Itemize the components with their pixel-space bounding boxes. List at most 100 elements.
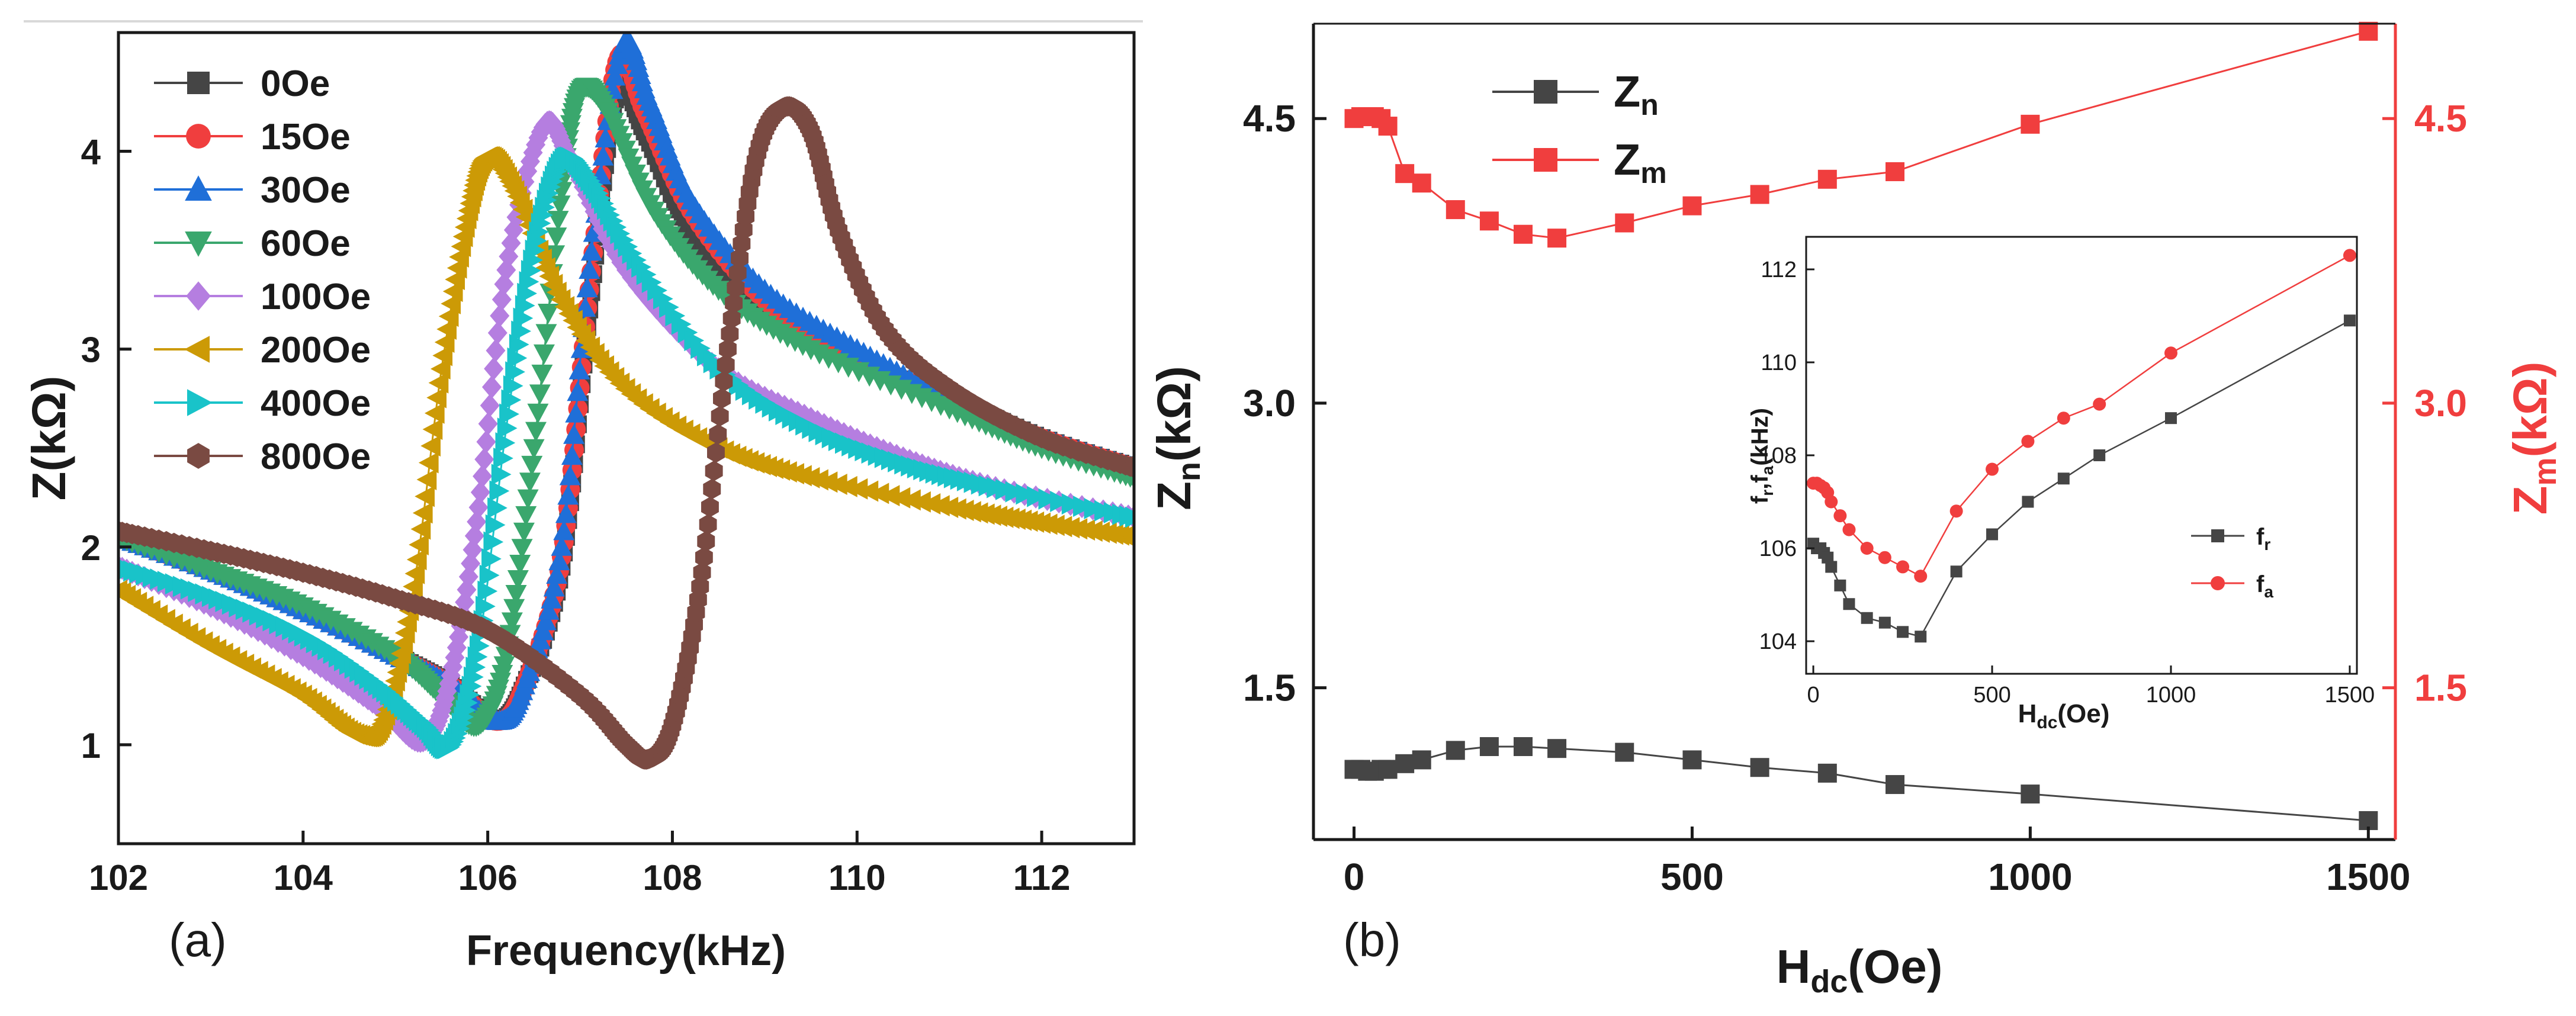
data-point-Zm-16 xyxy=(1886,162,1905,181)
data-point-30Oe-95 xyxy=(543,576,565,597)
data-point-Zn-12 xyxy=(1615,742,1634,762)
legend-label-15Oe: 15Oe xyxy=(261,117,351,157)
data-point-400Oe-218 xyxy=(1073,496,1093,517)
data-point-400Oe-91 xyxy=(483,531,504,553)
data-point-Zn-15 xyxy=(1817,763,1837,783)
panel-b-x-axis-title: Hdc(Oe) xyxy=(1777,940,1943,999)
data-point-60Oe-96 xyxy=(519,472,541,493)
panel-a-label: (a) xyxy=(169,914,227,966)
data-point-100Oe-88 xyxy=(476,430,496,454)
data-point-30Oe-96 xyxy=(546,564,568,584)
data-point-200Oe-191 xyxy=(890,487,911,509)
data-point-800Oe-145 xyxy=(728,262,747,283)
data-point-Zn-16 xyxy=(1886,775,1905,795)
data-point-30Oe-98 xyxy=(551,536,573,556)
data-point-Zn-5 xyxy=(1378,760,1398,779)
inset-legend-fa-marker xyxy=(2211,576,2225,590)
inset-series-fa xyxy=(1807,249,2356,583)
inset-point-fr-18 xyxy=(2343,314,2356,327)
x-tick-label: 102 xyxy=(89,858,148,898)
inset-point-fa-10 xyxy=(1896,560,1910,574)
data-point-200Oe-187 xyxy=(847,478,868,500)
inset-x-tick-label: 1500 xyxy=(2325,683,2375,708)
y-tick-label-left: 1.5 xyxy=(1243,667,1296,709)
y-tick-label-right: 1.5 xyxy=(2414,667,2467,709)
data-point-30Oe-93 xyxy=(538,599,560,620)
data-point-100Oe-82 xyxy=(464,524,484,548)
x-tick-label: 0 xyxy=(1344,856,1365,898)
data-point-200Oe-83 xyxy=(428,372,449,394)
data-point-30Oe-101 xyxy=(557,484,579,505)
data-point-800Oe-127 xyxy=(693,562,711,583)
data-point-200Oe-75 xyxy=(412,502,433,524)
legend-marker-30Oe xyxy=(185,175,212,201)
data-point-Zn-6 xyxy=(1395,754,1415,773)
data-point-800Oe-132 xyxy=(703,478,721,500)
legend-zn-marker xyxy=(1534,80,1557,104)
inset-point-fa-18 xyxy=(2343,249,2356,262)
inset-y-tick-label: 112 xyxy=(1761,258,1797,282)
inset-point-fr-4 xyxy=(1822,551,1834,564)
data-point-400Oe-213 xyxy=(1016,483,1036,505)
data-point-200Oe-183 xyxy=(808,469,828,491)
data-point-200Oe-195 xyxy=(929,495,950,517)
data-point-60Oe-90 xyxy=(507,570,529,590)
data-point-60Oe-89 xyxy=(505,584,527,605)
legend-marker-800Oe xyxy=(187,443,210,469)
data-point-Zn-13 xyxy=(1682,750,1702,770)
data-point-100Oe-83 xyxy=(467,510,487,533)
panel-b-right-y-axis-title: Zm(kΩ) xyxy=(2504,362,2563,515)
inset-point-fa-9 xyxy=(1878,551,1891,564)
data-point-30Oe-111 xyxy=(576,277,598,298)
data-point-200Oe-84 xyxy=(430,358,451,380)
data-point-60Oe-99 xyxy=(525,422,547,442)
data-point-100Oe-92 xyxy=(484,357,504,381)
y-tick-label-right: 3.0 xyxy=(2414,382,2467,425)
data-point-Zn-7 xyxy=(1412,750,1431,770)
data-point-Zm-8 xyxy=(1446,200,1465,220)
inset-series-fr xyxy=(1807,314,2356,643)
data-point-60Oe-105 xyxy=(537,304,559,324)
data-point-800Oe-128 xyxy=(695,547,713,568)
data-point-200Oe-196 xyxy=(938,496,959,518)
data-point-200Oe-185 xyxy=(827,473,847,495)
legend-marker-15Oe xyxy=(186,124,211,149)
data-point-200Oe-86 xyxy=(434,332,455,353)
x-tick-label: 500 xyxy=(1660,856,1724,898)
data-point-30Oe-118 xyxy=(592,145,614,166)
data-point-100Oe-93 xyxy=(486,339,506,362)
panel-a-x-ticks: 102 104 106 108 110 112 xyxy=(89,831,1070,898)
legend-label-60Oe: 60Oe xyxy=(261,223,351,264)
inset-point-fa-15 xyxy=(2057,411,2070,425)
inset-point-fa-13 xyxy=(1986,462,1999,476)
x-tick-label: 1000 xyxy=(1988,856,2072,898)
data-point-800Oe-140 xyxy=(719,339,737,359)
data-point-100Oe-91 xyxy=(481,375,502,399)
legend-label-800Oe: 800Oe xyxy=(261,436,371,477)
inset-y-tick-label: 110 xyxy=(1761,351,1797,375)
data-point-Zm-12 xyxy=(1615,213,1634,233)
data-point-30Oe-112 xyxy=(579,259,600,279)
data-point-Zn-9 xyxy=(1479,737,1499,756)
data-point-60Oe-109 xyxy=(545,227,567,247)
data-point-30Oe-113 xyxy=(580,240,602,261)
data-point-400Oe-90 xyxy=(481,548,502,570)
data-point-30Oe-119 xyxy=(595,127,616,147)
data-point-400Oe-89 xyxy=(479,564,500,586)
data-point-Zm-10 xyxy=(1513,224,1533,244)
x-tick-label: 104 xyxy=(274,858,333,898)
data-point-30Oe-104 xyxy=(563,423,585,444)
data-point-Zm-7 xyxy=(1412,173,1431,193)
data-point-200Oe-184 xyxy=(817,471,838,493)
inset-y-ticks: 104 106 108 110 112 xyxy=(1759,258,1814,654)
legend-marker-100Oe xyxy=(186,281,211,311)
inset-point-fa-14 xyxy=(2021,435,2035,448)
data-point-Zn-10 xyxy=(1513,737,1533,756)
data-point-200Oe-71 xyxy=(404,562,425,584)
legend-marker-0Oe xyxy=(187,72,210,94)
data-point-60Oe-104 xyxy=(535,324,557,345)
data-point-800Oe-129 xyxy=(697,531,715,552)
data-point-100Oe-134 xyxy=(589,208,609,232)
panel-b-right-y-ticks: 1.5 3.0 4.5 xyxy=(2382,97,2467,709)
